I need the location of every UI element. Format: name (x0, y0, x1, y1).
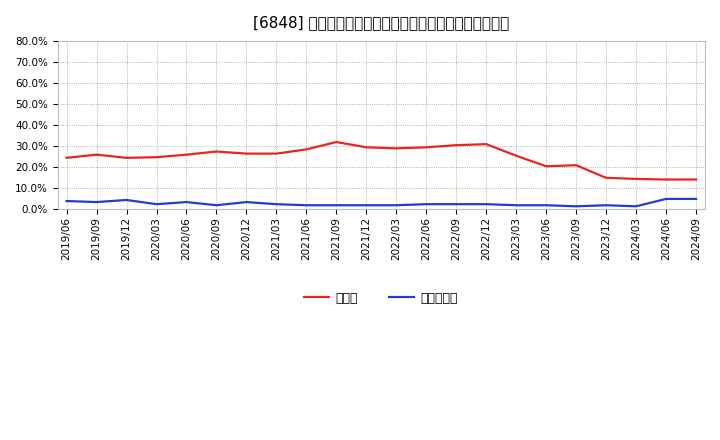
現顔金 (452, 143, 461, 148)
現顔金 (692, 177, 701, 182)
有利子負債 (422, 202, 431, 207)
Line: 現顔金: 現顔金 (66, 142, 696, 180)
現顔金 (332, 139, 341, 145)
有利子負債 (392, 202, 400, 208)
現顔金 (362, 145, 371, 150)
現顔金 (572, 162, 580, 168)
現顔金 (272, 151, 281, 156)
有利子負債 (452, 202, 461, 207)
現顔金 (242, 151, 251, 156)
現顔金 (422, 145, 431, 150)
有利子負債 (272, 202, 281, 207)
現顔金 (182, 152, 191, 158)
有利子負債 (62, 198, 71, 204)
現顔金 (631, 176, 640, 182)
有利子負債 (302, 202, 311, 208)
現顔金 (602, 175, 611, 180)
有利子負債 (662, 196, 670, 202)
有利子負債 (482, 202, 490, 207)
有利子負債 (602, 202, 611, 208)
有利子負債 (572, 204, 580, 209)
有利子負債 (242, 199, 251, 205)
現顔金 (662, 177, 670, 182)
有利子負債 (631, 204, 640, 209)
Legend: 現顔金, 有利子負債: 現顔金, 有利子負債 (300, 286, 463, 309)
有利子負債 (512, 202, 521, 208)
現顔金 (122, 155, 131, 161)
現顔金 (212, 149, 221, 154)
現顔金 (152, 154, 161, 160)
有利子負債 (152, 202, 161, 207)
有利子負債 (332, 202, 341, 208)
Title: [6848] 現顔金、有利子負債の総資産に対する比率の推移: [6848] 現顔金、有利子負債の総資産に対する比率の推移 (253, 15, 510, 30)
現顔金 (392, 146, 400, 151)
有利子負債 (212, 202, 221, 208)
現顔金 (302, 147, 311, 152)
Line: 有利子負債: 有利子負債 (66, 199, 696, 206)
有利子負債 (542, 202, 551, 208)
現顔金 (542, 164, 551, 169)
現顔金 (512, 153, 521, 158)
有利子負債 (182, 199, 191, 205)
有利子負債 (122, 197, 131, 202)
有利子負債 (362, 202, 371, 208)
有利子負債 (92, 199, 101, 205)
現顔金 (92, 152, 101, 158)
有利子負債 (692, 196, 701, 202)
現顔金 (62, 155, 71, 161)
現顔金 (482, 142, 490, 147)
